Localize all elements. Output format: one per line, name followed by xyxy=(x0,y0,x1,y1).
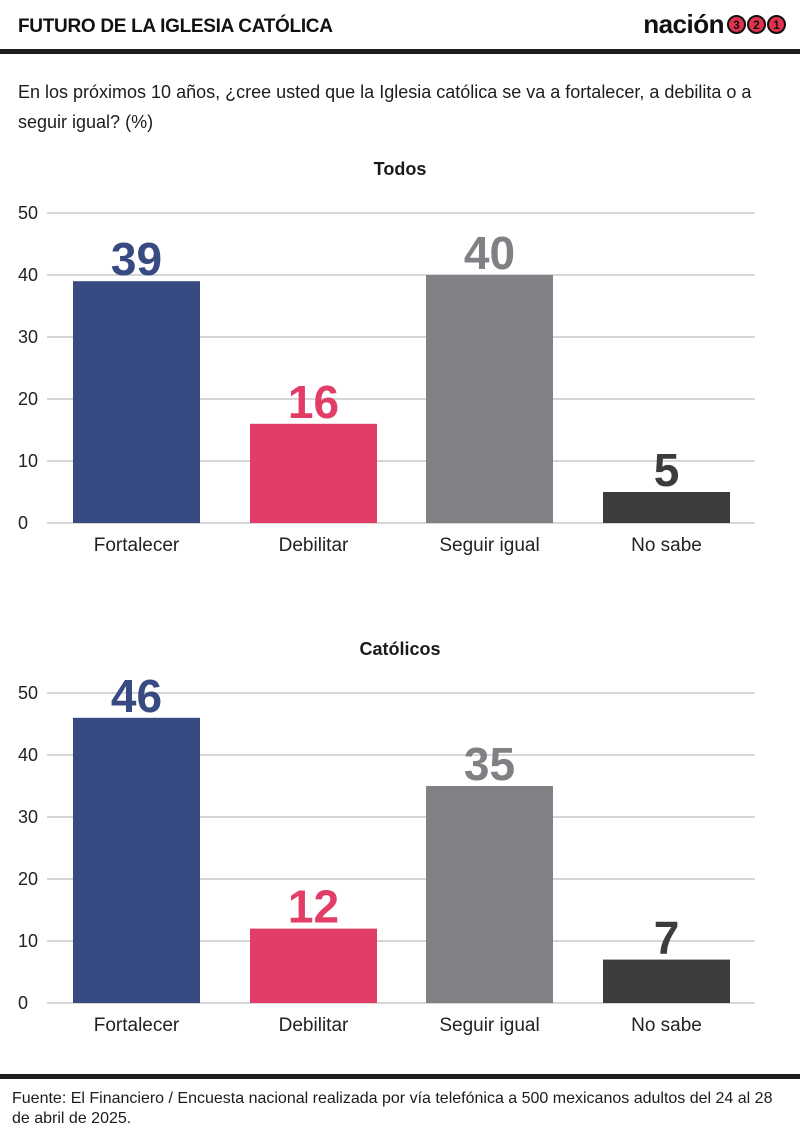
value-label-no-sabe: 5 xyxy=(654,444,680,496)
bar-no-sabe xyxy=(603,492,730,523)
page-title: FUTURO DE LA IGLESIA CATÓLICA xyxy=(18,16,333,37)
survey-question: En los próximos 10 años, ¿cree usted que… xyxy=(18,82,752,132)
source-note: Fuente: El Financiero / Encuesta naciona… xyxy=(12,1090,773,1127)
value-label-debilitar: 12 xyxy=(288,881,339,933)
brand-digit-2: 2 xyxy=(747,15,766,34)
value-label-no-sabe: 7 xyxy=(654,912,680,964)
value-label-fortalecer: 39 xyxy=(111,233,162,285)
y-tick-label-30: 30 xyxy=(18,807,38,827)
bar-debilitar xyxy=(250,928,377,1003)
category-label-debilitar: Debilitar xyxy=(279,1015,349,1036)
y-tick-label-0: 0 xyxy=(18,993,28,1013)
y-tick-label-30: 30 xyxy=(18,327,38,347)
bar-debilitar xyxy=(250,423,377,523)
chart-catolicos: Católicos 0 10 20 30 40 50 46 Fortalecer 12 Debili… xyxy=(18,639,755,1036)
value-label-seguir-igual: 40 xyxy=(464,227,515,279)
value-label-seguir-igual: 35 xyxy=(464,738,515,790)
brand-digits: 3 2 1 xyxy=(726,15,786,34)
y-tick-label-10: 10 xyxy=(18,931,38,951)
y-tick-label-20: 20 xyxy=(18,389,38,409)
header: FUTURO DE LA IGLESIA CATÓLICA nación 3 2… xyxy=(0,0,800,52)
brand-digit-3: 3 xyxy=(727,15,746,34)
category-label-fortalecer: Fortalecer xyxy=(94,535,180,556)
category-label-debilitar: Debilitar xyxy=(279,535,349,556)
brand-logo: nación 3 2 1 xyxy=(643,9,786,40)
bar-fortalecer xyxy=(73,717,200,1003)
bar-no-sabe xyxy=(603,959,730,1003)
brand-digit-1: 1 xyxy=(767,15,786,34)
value-label-debilitar: 16 xyxy=(288,376,339,428)
y-tick-label-40: 40 xyxy=(18,745,38,765)
category-label-no-sabe: No sabe xyxy=(631,1015,702,1036)
y-tick-label-10: 10 xyxy=(18,451,38,471)
chart-title-catolicos: Católicos xyxy=(359,639,440,659)
value-label-fortalecer: 46 xyxy=(111,670,162,722)
bar-seguir-igual xyxy=(426,275,553,523)
category-label-no-sabe: No sabe xyxy=(631,535,702,556)
y-tick-label-40: 40 xyxy=(18,265,38,285)
category-label-fortalecer: Fortalecer xyxy=(94,1015,180,1036)
bar-seguir-igual xyxy=(426,786,553,1003)
y-tick-label-0: 0 xyxy=(18,513,28,533)
footer-divider xyxy=(0,1074,800,1079)
category-label-seguir-igual: Seguir igual xyxy=(439,535,539,556)
chart-todos: Todos 0 10 20 30 40 50 39 Fortalecer 16 Debilitar 4… xyxy=(18,159,755,556)
category-label-seguir-igual: Seguir igual xyxy=(439,1015,539,1036)
bar-fortalecer xyxy=(73,281,200,523)
y-tick-label-20: 20 xyxy=(18,869,38,889)
chart-title-todos: Todos xyxy=(374,159,427,179)
y-tick-label-50: 50 xyxy=(18,683,38,703)
y-tick-label-50: 50 xyxy=(18,203,38,223)
header-divider xyxy=(0,49,800,54)
brand-word: nación xyxy=(643,9,724,39)
